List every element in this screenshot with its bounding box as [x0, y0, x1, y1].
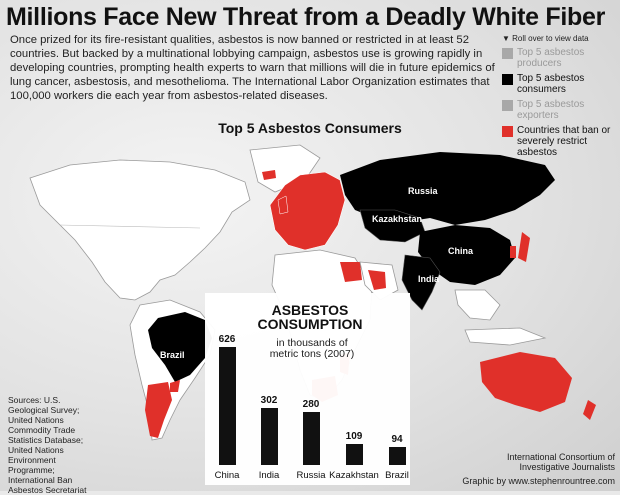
australia-region[interactable]	[480, 352, 572, 412]
chart-subtitle: in thousands of metric tons (2007)	[269, 337, 355, 360]
bar-category-label: India	[258, 470, 280, 481]
bar-kazakhstan[interactable]	[345, 444, 363, 465]
uruguay-region[interactable]	[170, 380, 180, 392]
iceland-region[interactable]	[262, 170, 276, 180]
bar-value-label: 302	[260, 395, 278, 407]
uk-region[interactable]	[277, 195, 289, 215]
map-label-russia: Russia	[408, 186, 439, 196]
russia-region[interactable]	[340, 152, 555, 225]
map-label-brazil: Brazil	[160, 350, 185, 360]
bar-value-label: 94	[391, 434, 403, 446]
credit-graphic[interactable]: Graphic by www.stephenrountree.com	[462, 476, 615, 486]
europe-landmass[interactable]	[269, 171, 346, 251]
japan-region[interactable]	[518, 232, 530, 262]
usa-border	[59, 224, 201, 229]
bar-india[interactable]	[260, 408, 278, 465]
legend-item-consumers[interactable]: Top 5 asbestos consumers	[502, 73, 618, 95]
legend: ▼ Roll over to view data Top 5 asbestos …	[502, 34, 618, 162]
legend-label: Top 5 asbestos producers	[517, 47, 585, 69]
legend-hint: ▼ Roll over to view data	[502, 34, 589, 43]
legend-label: Top 5 asbestos exporters	[517, 99, 585, 121]
legend-swatch	[502, 48, 513, 59]
legend-label: Countries that ban or severely restrict …	[517, 125, 611, 158]
map-label-china: China	[448, 246, 474, 256]
map-label-india: India	[418, 274, 440, 284]
saudi-region[interactable]	[368, 270, 386, 290]
legend-swatch	[502, 100, 513, 111]
southeast-asia-landmass[interactable]	[454, 289, 501, 321]
legend-item-exporters[interactable]: Top 5 asbestos exporters	[502, 99, 618, 121]
bar-value-label: 280	[302, 399, 320, 411]
indonesia-landmass[interactable]	[464, 327, 547, 346]
bar-russia[interactable]	[302, 412, 320, 465]
legend-item-producers[interactable]: Top 5 asbestos producers	[502, 47, 618, 69]
map-subtitle: Top 5 Asbestos Consumers	[218, 120, 402, 136]
legend-item-ban-countries[interactable]: Countries that ban or severely restrict …	[502, 125, 618, 158]
bar-category-label: Brazil	[385, 470, 409, 481]
bar-category-label: China	[214, 470, 240, 481]
legend-swatch	[502, 126, 513, 137]
new-zealand-region[interactable]	[583, 400, 596, 420]
china-region[interactable]	[418, 225, 515, 285]
bar-china[interactable]	[218, 347, 236, 465]
sources-text: Sources: U.S. Geological Survey; United …	[8, 395, 87, 495]
world-map: Russia Kazakhstan China India Brazil	[29, 144, 596, 441]
page-title: Millions Face New Threat from a Deadly W…	[6, 3, 606, 31]
legend-swatch	[502, 74, 513, 85]
bar-value-label: 626	[218, 334, 236, 345]
legend-label: Top 5 asbestos consumers	[517, 73, 585, 95]
credit-organization: International Consortium of Investigativ…	[506, 452, 615, 472]
argentina-chile-region[interactable]	[145, 382, 172, 438]
kazakhstan-region[interactable]	[359, 209, 426, 243]
north-america-landmass[interactable]	[29, 159, 251, 301]
bar-brazil[interactable]	[388, 447, 406, 465]
bar-category-label: Kazakhstan	[329, 470, 379, 481]
map-label-kazakhstan: Kazakhstan	[372, 214, 422, 224]
bar-value-label: 109	[345, 431, 363, 443]
brazil-region[interactable]	[148, 312, 212, 382]
egypt-region[interactable]	[340, 262, 362, 282]
bar-category-label: Russia	[296, 470, 326, 481]
korea-region[interactable]	[510, 246, 516, 258]
india-region[interactable]	[401, 254, 441, 311]
chart-title: ASBESTOS CONSUMPTION	[257, 302, 363, 332]
intro-paragraph: Once prized for its fire-resistant quali…	[10, 34, 495, 102]
